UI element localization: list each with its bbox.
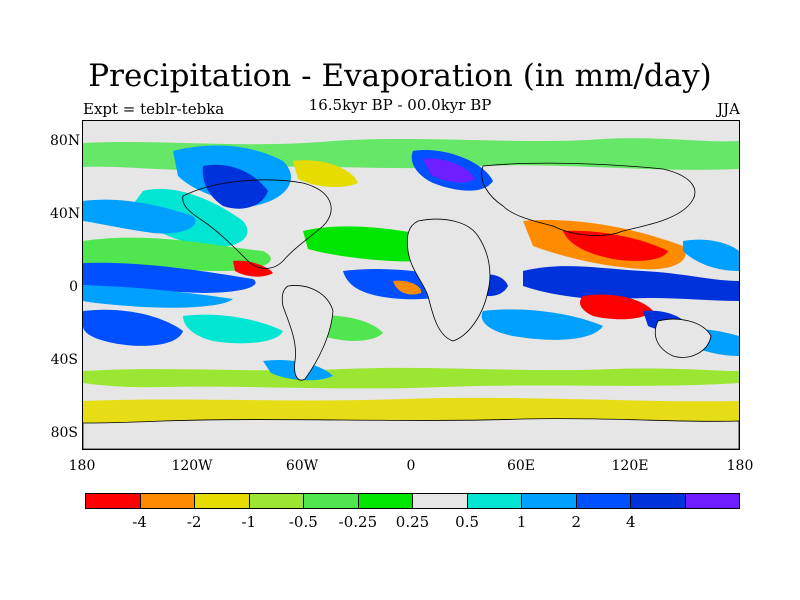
lon-tick-0: 0 — [406, 458, 416, 474]
map-frame — [82, 120, 740, 450]
colorbar-swatch — [576, 494, 631, 508]
lon-tick-60w: 60W — [285, 458, 319, 474]
colorbar-label: -0.25 — [338, 513, 378, 531]
lat-tick-40s: 40S — [50, 352, 78, 368]
precip-map — [83, 121, 739, 449]
colorbar-swatch — [631, 494, 686, 508]
lon-tick-120w: 120W — [171, 458, 213, 474]
plot-title: Precipitation - Evaporation (in mm/day) — [88, 58, 712, 94]
colorbar-swatch — [195, 494, 250, 508]
experiment-label: Expt = teblr-tebka — [83, 100, 225, 118]
colorbar-swatch — [304, 494, 359, 508]
colorbar-swatch — [685, 494, 739, 508]
lon-tick-60e: 60E — [506, 458, 536, 474]
lat-tick-80n: 80N — [50, 133, 81, 149]
colorbar-swatch — [522, 494, 577, 508]
season-label: JJA — [717, 100, 740, 118]
colorbar-swatch — [467, 494, 522, 508]
colorbar-label: -1 — [241, 513, 257, 531]
continents — [83, 162, 739, 449]
colorbar-label: 0.25 — [395, 513, 430, 531]
colorbar-label: -2 — [186, 513, 202, 531]
colorbar-label: 2 — [571, 513, 582, 531]
plot-subtitle: 16.5kyr BP - 00.0kyr BP — [308, 96, 492, 114]
lon-tick-180e: 180 — [726, 458, 754, 474]
colorbar-swatch — [249, 494, 304, 508]
lat-tick-0: 0 — [69, 279, 78, 295]
lat-tick-80s: 80S — [50, 425, 78, 441]
lat-tick-40n: 40N — [50, 206, 81, 222]
colorbar-label: -4 — [132, 513, 147, 531]
colorbar-swatch — [140, 494, 195, 508]
colorbar-label: 4 — [626, 513, 636, 531]
colorbar-swatch — [358, 494, 413, 508]
colorbar-swatch — [413, 494, 468, 508]
colorbar — [85, 493, 740, 509]
colorbar-label: 0.5 — [455, 513, 480, 531]
colorbar-label: -0.5 — [288, 513, 318, 531]
colorbar-label: 1 — [516, 513, 527, 531]
colorbar-swatch — [86, 494, 141, 508]
lon-tick-180w: 180 — [68, 458, 96, 474]
lon-tick-120e: 120E — [611, 458, 649, 474]
